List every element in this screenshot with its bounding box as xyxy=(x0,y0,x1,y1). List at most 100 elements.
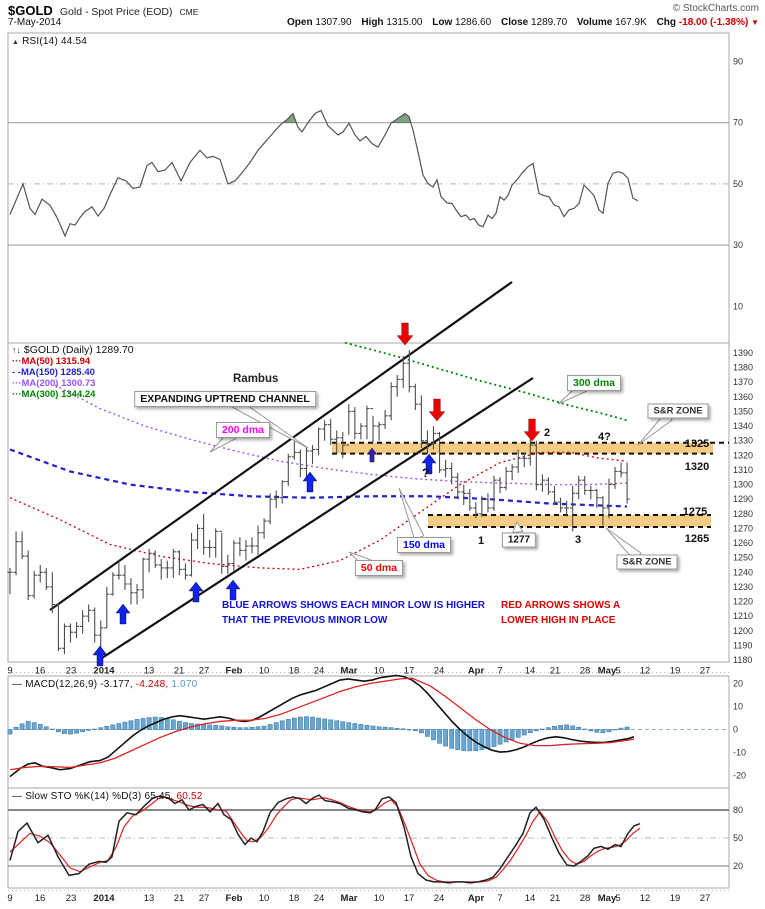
macd-histogram-bar xyxy=(340,721,346,730)
chart-date: 7-May-2014 xyxy=(8,17,62,28)
x-tick-label: 7 xyxy=(497,893,502,904)
macd-histogram-bar xyxy=(19,723,25,730)
annotation-text: Rambus xyxy=(233,373,279,385)
macd-histogram-bar xyxy=(177,720,182,730)
macd-histogram-bar xyxy=(533,729,539,732)
x-tick-label: Apr xyxy=(468,893,485,904)
close-value: 1289.70 xyxy=(530,17,568,28)
svg-text:1270: 1270 xyxy=(733,523,753,533)
exchange: CME xyxy=(179,7,199,17)
macd-histogram-bar xyxy=(503,729,509,743)
svg-text:1250: 1250 xyxy=(733,553,753,563)
svg-text:20: 20 xyxy=(733,679,743,689)
svg-text:1210: 1210 xyxy=(733,611,753,621)
macd-histogram-bar xyxy=(146,717,152,730)
open-value: 1307.90 xyxy=(315,17,352,28)
x-tick-label: 7 xyxy=(497,666,502,677)
callout-tail xyxy=(511,520,524,534)
macd-histogram-bar xyxy=(183,722,188,730)
price-legend: ↑↓ $GOLD (Daily) 1289.70 ···MA(50) 1315.… xyxy=(12,344,134,401)
quote-summary: Open 1307.90 High 1315.00 Low 1286.60 Cl… xyxy=(280,17,759,28)
x-tick-label: 18 xyxy=(289,893,300,904)
macd-histogram-bar xyxy=(346,722,352,730)
svg-text:1200: 1200 xyxy=(733,626,753,636)
x-tick-label: Mar xyxy=(341,666,358,677)
svg-text:50: 50 xyxy=(733,833,743,843)
high-value: 1315.00 xyxy=(386,17,423,28)
annotation-text: RED ARROWS SHOWS A xyxy=(501,600,621,611)
macd-histogram-bar xyxy=(437,729,442,744)
callout-label: S&R ZONE xyxy=(647,403,709,419)
svg-text:1240: 1240 xyxy=(733,567,753,577)
indicator-icon: ▲ xyxy=(12,39,20,46)
zone-price-label: 1275 xyxy=(683,506,707,518)
up-arrow-icon xyxy=(302,471,318,493)
change-label: Chg xyxy=(656,17,677,28)
macd-line xyxy=(9,674,635,778)
symbol-description: Gold - Spot Price (EOD) xyxy=(59,6,173,18)
annotation-text: 4? xyxy=(598,431,611,443)
rsi-legend: ▲ RSI(14) 44.54 xyxy=(12,36,87,47)
macd-histogram-bar xyxy=(13,726,19,730)
updown-icon: ↑↓ xyxy=(12,345,21,355)
x-tick-label: 14 xyxy=(525,893,536,904)
macd-histogram-bar xyxy=(570,725,576,730)
macd-histogram-bar xyxy=(255,726,261,730)
price-legend-label: $GOLD (Daily) 1289.70 xyxy=(23,344,134,356)
macd-histogram-bar xyxy=(158,717,164,730)
macd-histogram-bar xyxy=(352,723,358,730)
macd-histogram-bar xyxy=(261,725,267,730)
x-tick-label: 21 xyxy=(550,893,561,904)
callout-label: EXPANDING UPTREND CHANNEL xyxy=(134,391,316,407)
svg-text:70: 70 xyxy=(733,118,743,128)
macd-histogram-bar xyxy=(624,726,630,730)
macd-histogram-bar xyxy=(86,729,92,731)
sto-d-value: 60.52 xyxy=(176,791,203,802)
x-tick-label: 17 xyxy=(404,893,415,904)
macd-histogram-bar xyxy=(237,727,243,730)
annotation-text: 3 xyxy=(575,534,582,546)
x-tick-label: 9 xyxy=(7,893,12,904)
ma50-legend: ···MA(50) 1315.94 xyxy=(12,356,134,367)
x-tick-label: Mar xyxy=(341,893,358,904)
callout-label: 1277 xyxy=(501,532,537,548)
macd-legend: — MACD(12,26,9) -3.177, -4.248, 1.070 xyxy=(12,679,197,690)
x-tick-label: 27 xyxy=(199,893,210,904)
sto-label: Slow STO %K(14) %D(3) xyxy=(25,791,142,802)
macd-histogram-bar xyxy=(195,723,200,730)
x-tick-label: 16 xyxy=(35,666,46,677)
change-value: -18.00 (-1.38%) xyxy=(678,17,749,28)
x-tick-label: 23 xyxy=(66,666,77,677)
x-tick-label: 28 xyxy=(580,666,591,677)
macd-histogram-bar xyxy=(304,716,309,730)
svg-text:1370: 1370 xyxy=(733,377,753,387)
x-tick-label: 5 xyxy=(615,893,620,904)
macd-histogram-bar xyxy=(358,724,364,730)
macd-histogram-bar xyxy=(467,729,473,752)
macd-histogram-bar xyxy=(31,722,37,730)
macd-line-icon: — xyxy=(12,679,23,690)
callout-label: 150 dma xyxy=(396,537,452,553)
x-tick-label: Feb xyxy=(226,666,243,677)
svg-text:1230: 1230 xyxy=(733,582,753,592)
macd-histogram-bar xyxy=(564,724,569,730)
macd-histogram-bar xyxy=(539,728,545,730)
x-tick-label: 21 xyxy=(174,893,185,904)
sto-k-line xyxy=(9,794,641,884)
annotation-text: ? xyxy=(422,466,430,480)
ma50-line xyxy=(9,451,628,571)
macd-histogram-bar xyxy=(297,716,303,730)
symbol: $GOLD xyxy=(8,3,53,18)
macd-histogram-bar xyxy=(225,726,231,730)
macd-histogram-bar xyxy=(74,729,79,734)
ma50-label: MA(50) 1315.94 xyxy=(21,356,91,367)
svg-text:0: 0 xyxy=(733,725,738,735)
macd-histogram-bar xyxy=(164,718,170,730)
macd-histogram-bar xyxy=(394,728,400,730)
macd-histogram-bar xyxy=(128,720,134,730)
macd-histogram-bar xyxy=(612,729,618,731)
macd-histogram-bar xyxy=(98,727,104,730)
macd-histogram-bar xyxy=(521,729,527,736)
high-label: High xyxy=(361,17,384,28)
